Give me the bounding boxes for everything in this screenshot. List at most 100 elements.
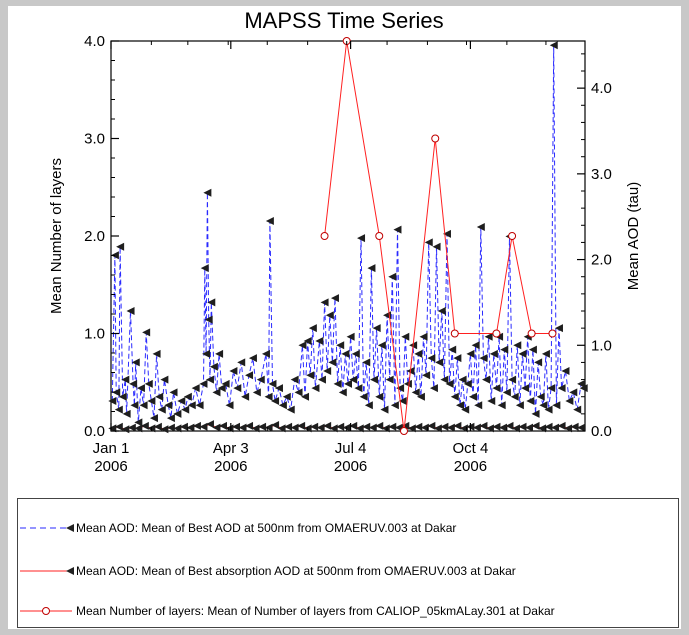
data-point [471, 341, 480, 350]
data-point [544, 422, 553, 431]
data-point [316, 423, 325, 432]
data-point [127, 423, 136, 432]
data-point [116, 242, 125, 251]
data-point [205, 420, 214, 429]
data-point [294, 388, 303, 397]
data-point [510, 392, 519, 401]
data-point [308, 324, 317, 333]
data-point [411, 388, 420, 397]
data-point [205, 375, 214, 384]
data-point [114, 405, 123, 414]
data-point [199, 379, 208, 388]
data-point [526, 397, 535, 405]
data-point [380, 405, 389, 414]
data-point [569, 388, 578, 397]
data-point [508, 375, 517, 384]
data-point [225, 424, 234, 433]
data-point [232, 422, 241, 431]
data-point [245, 421, 254, 430]
data-point [315, 337, 324, 345]
data-point [323, 421, 332, 430]
data-point [548, 329, 557, 338]
data-point [238, 423, 247, 432]
data-point [401, 332, 410, 341]
data-point [341, 349, 350, 358]
data-point [450, 392, 459, 401]
data-point [284, 422, 293, 431]
data-point [155, 392, 164, 401]
data-point [130, 401, 139, 410]
data-point [381, 424, 390, 433]
data-point [541, 349, 550, 358]
data-point [264, 392, 273, 401]
data-point [370, 375, 379, 384]
data-point [551, 423, 560, 432]
data-point [364, 401, 373, 410]
data-point [256, 375, 265, 384]
data-point [245, 371, 254, 380]
data-point [233, 384, 242, 393]
legend-item: Mean AOD: Mean of Best absorption AOD at… [18, 561, 516, 581]
data-point [565, 397, 574, 405]
data-point [179, 422, 188, 431]
data-point [271, 421, 280, 429]
data-point [264, 423, 273, 432]
data-point [577, 423, 586, 432]
data-point [375, 421, 384, 430]
data-point [131, 358, 140, 367]
data-point [429, 384, 438, 393]
data-point [301, 392, 310, 401]
data-point [502, 388, 511, 397]
data-point [427, 354, 436, 363]
data-point [498, 423, 507, 432]
data-point [149, 414, 158, 423]
data-point [306, 371, 315, 380]
data-point [427, 421, 436, 430]
y-tick-label-left: 3.0 [84, 131, 105, 148]
data-point [325, 311, 334, 320]
y-tick-label-left: 1.0 [84, 326, 105, 343]
series-line-2 [324, 40, 553, 432]
data-point [320, 232, 329, 240]
data-point [500, 345, 509, 354]
data-point [248, 354, 257, 363]
data-point [446, 423, 455, 432]
data-point [440, 422, 449, 431]
data-point [407, 424, 416, 433]
data-point [442, 229, 451, 238]
data-point [385, 375, 394, 384]
data-point [202, 349, 211, 358]
data-point [349, 421, 358, 430]
data-point [362, 358, 371, 367]
data-point [476, 223, 485, 231]
data-point [121, 425, 130, 434]
data-point [229, 367, 238, 375]
data-point [160, 425, 169, 434]
data-point [401, 421, 410, 430]
data-point [114, 422, 123, 431]
data-point [221, 379, 230, 388]
data-point [497, 401, 506, 410]
data-point [173, 409, 182, 418]
data-point [218, 421, 227, 430]
data-point [217, 384, 226, 393]
data-point [453, 354, 462, 363]
data-point [320, 298, 329, 307]
chart-title: MAPSS Time Series [244, 8, 443, 33]
legend-label: Mean AOD: Mean of Best absorption AOD at… [76, 564, 516, 578]
data-point [549, 41, 558, 50]
data-point [561, 367, 570, 375]
x-tick-label: 2006 [94, 458, 127, 475]
data-point [200, 264, 209, 273]
data-point [403, 379, 412, 388]
data-point [399, 427, 408, 435]
data-point [453, 421, 462, 430]
data-point [134, 424, 143, 433]
x-tick-label: 2006 [454, 458, 487, 475]
legend: Mean AOD: Mean of Best AOD at 500nm from… [17, 498, 679, 628]
data-point [317, 375, 326, 384]
data-point [547, 384, 556, 393]
data-point [297, 421, 306, 430]
data-point [368, 423, 377, 432]
chart-frame: MAPSS Time Series 0.0 1.0 2.0 3.0 4.0 0.0 1.0 2… [8, 6, 681, 629]
